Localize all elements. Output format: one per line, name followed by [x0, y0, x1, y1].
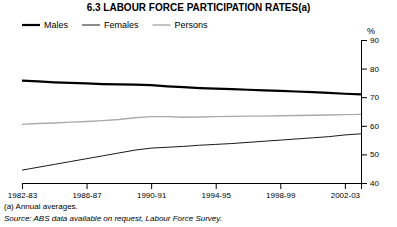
x-tick-label: 1994-95 [202, 191, 232, 200]
series-line [22, 81, 361, 95]
legend-swatch [153, 24, 171, 25]
y-tick-label: 90 [370, 36, 379, 45]
legend-swatch [82, 25, 100, 26]
x-tick: 1998-99 [266, 183, 296, 200]
legend-swatch [22, 24, 40, 26]
y-tick-label: 80 [370, 65, 379, 74]
x-tick-label: 1986-87 [72, 191, 102, 200]
footnote: (a) Annual averages. [4, 202, 78, 211]
legend: Males Females Persons [22, 20, 208, 30]
y-tick: 80 [361, 65, 379, 74]
x-tick: 1982-83 [8, 183, 38, 200]
y-tick-label: 70 [370, 93, 379, 102]
series-line [22, 114, 361, 124]
y-tick-label: 40 [370, 179, 379, 188]
y-axis-label: % [367, 26, 375, 36]
y-tick-mark [361, 183, 367, 184]
x-tick-mark [216, 183, 217, 189]
y-tick-mark [361, 97, 367, 98]
y-tick-mark [361, 126, 367, 127]
y-axis: 40 50 60 70 80 90 [361, 36, 379, 188]
y-axis-line [362, 41, 368, 184]
y-tick: 60 [361, 122, 379, 131]
x-tick-mark [280, 183, 281, 189]
legend-item: Males [22, 20, 69, 30]
legend-item: Persons [153, 20, 209, 30]
y-tick-label: 50 [370, 150, 379, 159]
x-tick-label: 1982-83 [8, 191, 38, 200]
x-tick-label: 1998-99 [266, 191, 296, 200]
legend-item: Females [82, 20, 139, 30]
x-tick: 1986-87 [72, 183, 102, 200]
y-tick: 90 [361, 36, 379, 45]
x-axis-line [23, 184, 362, 190]
plot-lines [22, 81, 361, 171]
y-tick-mark [361, 40, 367, 41]
title: 6.3 LABOUR FORCE PARTICIPATION RATES(a) [87, 2, 311, 13]
y-tick: 50 [361, 150, 379, 159]
legend-label: Males [44, 20, 69, 30]
x-tick-mark [87, 183, 88, 189]
footnote: Source: ABS data available on request, L… [4, 214, 222, 223]
y-tick-mark [361, 69, 367, 70]
y-tick-label: 60 [370, 122, 379, 131]
x-tick: 2002-03 [331, 183, 361, 200]
x-tick-mark [345, 183, 346, 189]
x-tick: 1990-91 [137, 183, 167, 200]
legend-label: Females [104, 20, 139, 30]
x-tick-mark [22, 183, 23, 189]
y-tick-mark [361, 154, 367, 155]
x-tick: 1994-95 [202, 183, 232, 200]
chart: 6.3 LABOUR FORCE PARTICIPATION RATES(a) 1… [0, 0, 397, 227]
y-tick: 40 [361, 179, 379, 188]
legend-label: Persons [175, 20, 209, 30]
x-axis: 1982-83 1986-87 1990-91 1994-95 1998-99 2002-… [8, 183, 362, 200]
x-tick-mark [151, 183, 152, 189]
y-tick: 70 [361, 93, 379, 102]
series-line [22, 134, 361, 170]
x-tick-label: 2002-03 [331, 191, 361, 200]
x-tick-label: 1990-91 [137, 191, 167, 200]
